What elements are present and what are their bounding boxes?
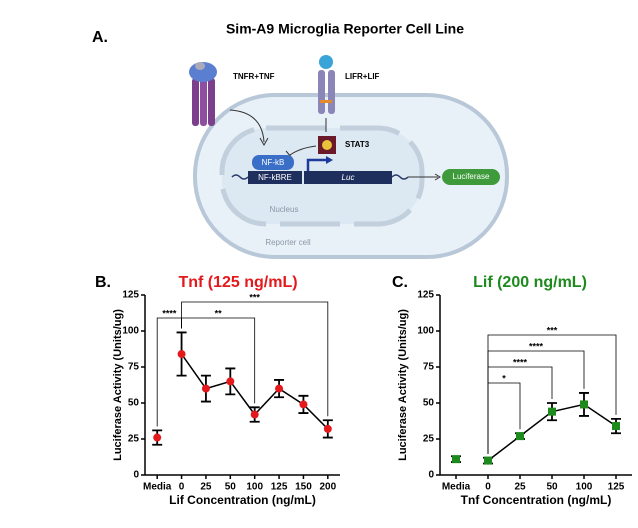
significance-bracket [487, 350, 585, 454]
x-axis-label: Tnf Concentration (ng/mL) [461, 493, 612, 507]
data-point [516, 432, 524, 441]
x-tick-label: 25 [200, 482, 212, 493]
y-tick-label: 75 [128, 362, 140, 373]
y-tick-label: 50 [423, 398, 435, 409]
luc-gene [304, 171, 392, 184]
label: Reporter cell [265, 238, 311, 247]
y-tick-label: 100 [122, 326, 139, 337]
y-axis-label: Luciferase Activity (Units/ug) [112, 309, 124, 461]
tnfr-receptor [189, 62, 217, 126]
y-tick-label: 125 [417, 290, 434, 301]
arrow [229, 109, 265, 143]
label: STAT3 [345, 140, 370, 149]
x-tick-label: 125 [271, 482, 288, 493]
data-point [201, 384, 210, 393]
chart-title: Tnf (125 ng/mL) [178, 274, 297, 291]
x-tick-label: 200 [319, 482, 336, 493]
nfkbre [248, 171, 302, 184]
x-axis-label: Lif Concentration (ng/mL) [169, 493, 316, 507]
label: Nucleus [270, 205, 299, 214]
y-axis-label: Luciferase Activity (Units/ug) [397, 309, 409, 461]
x-tick-label: 50 [225, 482, 237, 493]
label: TNFR+TNF [233, 72, 275, 81]
panel-letter: C. [392, 274, 408, 291]
data-point [612, 422, 620, 431]
data-point [323, 424, 332, 433]
x-tick-label: Media [143, 482, 172, 493]
data-point [226, 377, 235, 386]
panel-letter: B. [95, 274, 111, 291]
data-point [299, 400, 308, 409]
x-tick-label: 50 [546, 482, 558, 493]
data-point [484, 456, 492, 465]
x-tick-label: Media [442, 482, 471, 493]
label: LIFR+LIF [345, 72, 380, 81]
chart-title: Lif (200 ng/mL) [473, 274, 587, 291]
y-tick-label: 25 [128, 434, 140, 445]
y-tick-label: 0 [428, 470, 434, 481]
x-tick-label: 0 [179, 482, 185, 493]
luciferase [442, 169, 500, 185]
y-tick-label: 125 [122, 290, 139, 301]
x-tick-label: 0 [485, 482, 491, 493]
data-point [250, 410, 259, 419]
label: NF-kB [262, 158, 285, 167]
significance-bracket [156, 317, 182, 427]
nfkb [252, 155, 294, 170]
significance-label: *** [249, 292, 260, 302]
significance-label: **** [162, 308, 177, 318]
significance-bracket [181, 317, 256, 404]
significance-label: **** [513, 357, 528, 367]
x-tick-label: 150 [295, 482, 312, 493]
y-tick-label: 50 [128, 398, 140, 409]
significance-label: **** [529, 341, 544, 351]
panel-letter: A. [92, 29, 108, 46]
data-point [580, 400, 588, 409]
data-point [177, 350, 186, 359]
significance-bracket [181, 301, 329, 417]
data-point [275, 384, 284, 393]
label: Luciferase [453, 172, 490, 181]
lifr-receptor [318, 55, 335, 114]
y-tick-label: 75 [423, 362, 435, 373]
diagram-title: Sim-A9 Microglia Reporter Cell Line [226, 21, 464, 37]
x-tick-label: 25 [514, 482, 526, 493]
x-tick-label: 125 [608, 482, 625, 493]
significance-bracket [487, 334, 617, 454]
significance-label: ** [215, 308, 223, 318]
significance-bracket [487, 382, 521, 454]
significance-label: * [502, 373, 506, 383]
data-point [548, 407, 556, 416]
y-tick-label: 100 [417, 326, 434, 337]
x-tick-label: 100 [246, 482, 263, 493]
label: Luc [342, 173, 355, 182]
data-point [153, 433, 162, 442]
significance-label: *** [547, 325, 558, 335]
y-tick-label: 25 [423, 434, 435, 445]
y-tick-label: 0 [133, 470, 139, 481]
panel-a: A. Sim-A9 Microglia Reporter Cell Line T… [92, 21, 509, 259]
data-point [452, 455, 460, 464]
x-tick-label: 100 [576, 482, 593, 493]
label: NF-kBRE [258, 173, 292, 182]
